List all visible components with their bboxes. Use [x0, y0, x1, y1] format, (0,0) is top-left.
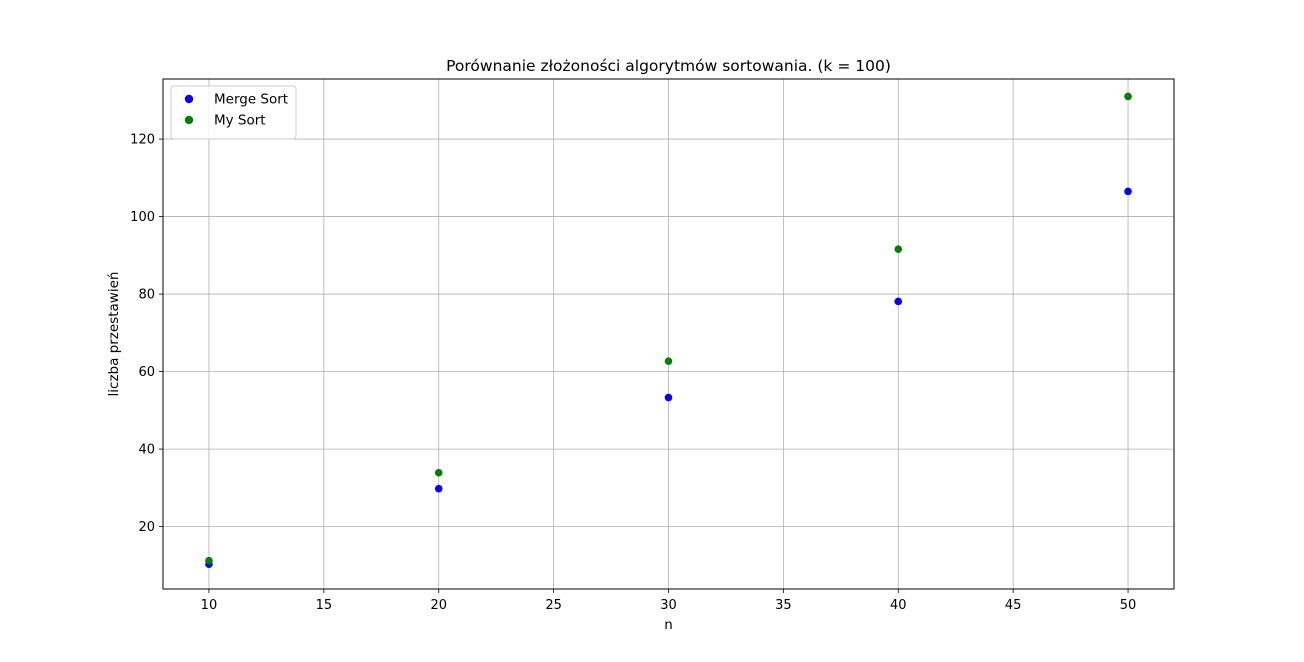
x-tick-label: 40: [890, 598, 907, 613]
legend-label: My Sort: [214, 113, 266, 129]
data-point-series-2: [664, 357, 673, 365]
legend: Merge Sort My Sort: [170, 85, 297, 140]
grid: [163, 79, 1174, 589]
legend-box: [170, 85, 297, 140]
data-point-series-2: [1124, 92, 1132, 101]
y-tick-label: 80: [138, 288, 155, 303]
x-tick-label: 50: [1120, 598, 1137, 613]
data-point-series-1: [894, 297, 903, 306]
x-tick-label: 15: [316, 598, 333, 613]
data-point-series-1: [434, 484, 443, 493]
y-tick-label: 20: [138, 520, 155, 535]
x-tick-label: 45: [1005, 598, 1022, 613]
x-tick-label: 20: [430, 598, 447, 613]
data-point-series-2: [894, 245, 903, 253]
y-tick-label: 60: [138, 365, 155, 380]
x-axis: 10 15 20 25 30 35 40 45 50: [201, 589, 1137, 613]
data-point-series-2: [205, 556, 213, 565]
x-tick-label: 35: [775, 598, 792, 613]
data-points: [205, 92, 1132, 568]
legend-marker: [184, 115, 194, 125]
data-point-series-1: [1124, 187, 1132, 196]
y-axis: 20 40 60 80 100 120: [130, 133, 163, 535]
data-point-series-2: [434, 468, 443, 477]
y-tick-label: 40: [138, 443, 155, 458]
legend-label: Merge Sort: [214, 92, 288, 108]
x-tick-label: 25: [545, 598, 562, 613]
x-tick-label: 10: [201, 598, 218, 613]
data-point-series-1: [664, 393, 673, 402]
y-tick-label: 120: [130, 133, 155, 148]
y-axis-label: liczba przestawień: [106, 272, 122, 397]
x-axis-label: n: [664, 617, 673, 633]
x-tick-label: 30: [660, 598, 677, 613]
y-tick-label: 100: [130, 210, 155, 225]
legend-marker: [184, 94, 194, 104]
chart-title: Porównanie złożoności algorytmów sortowa…: [446, 57, 891, 75]
